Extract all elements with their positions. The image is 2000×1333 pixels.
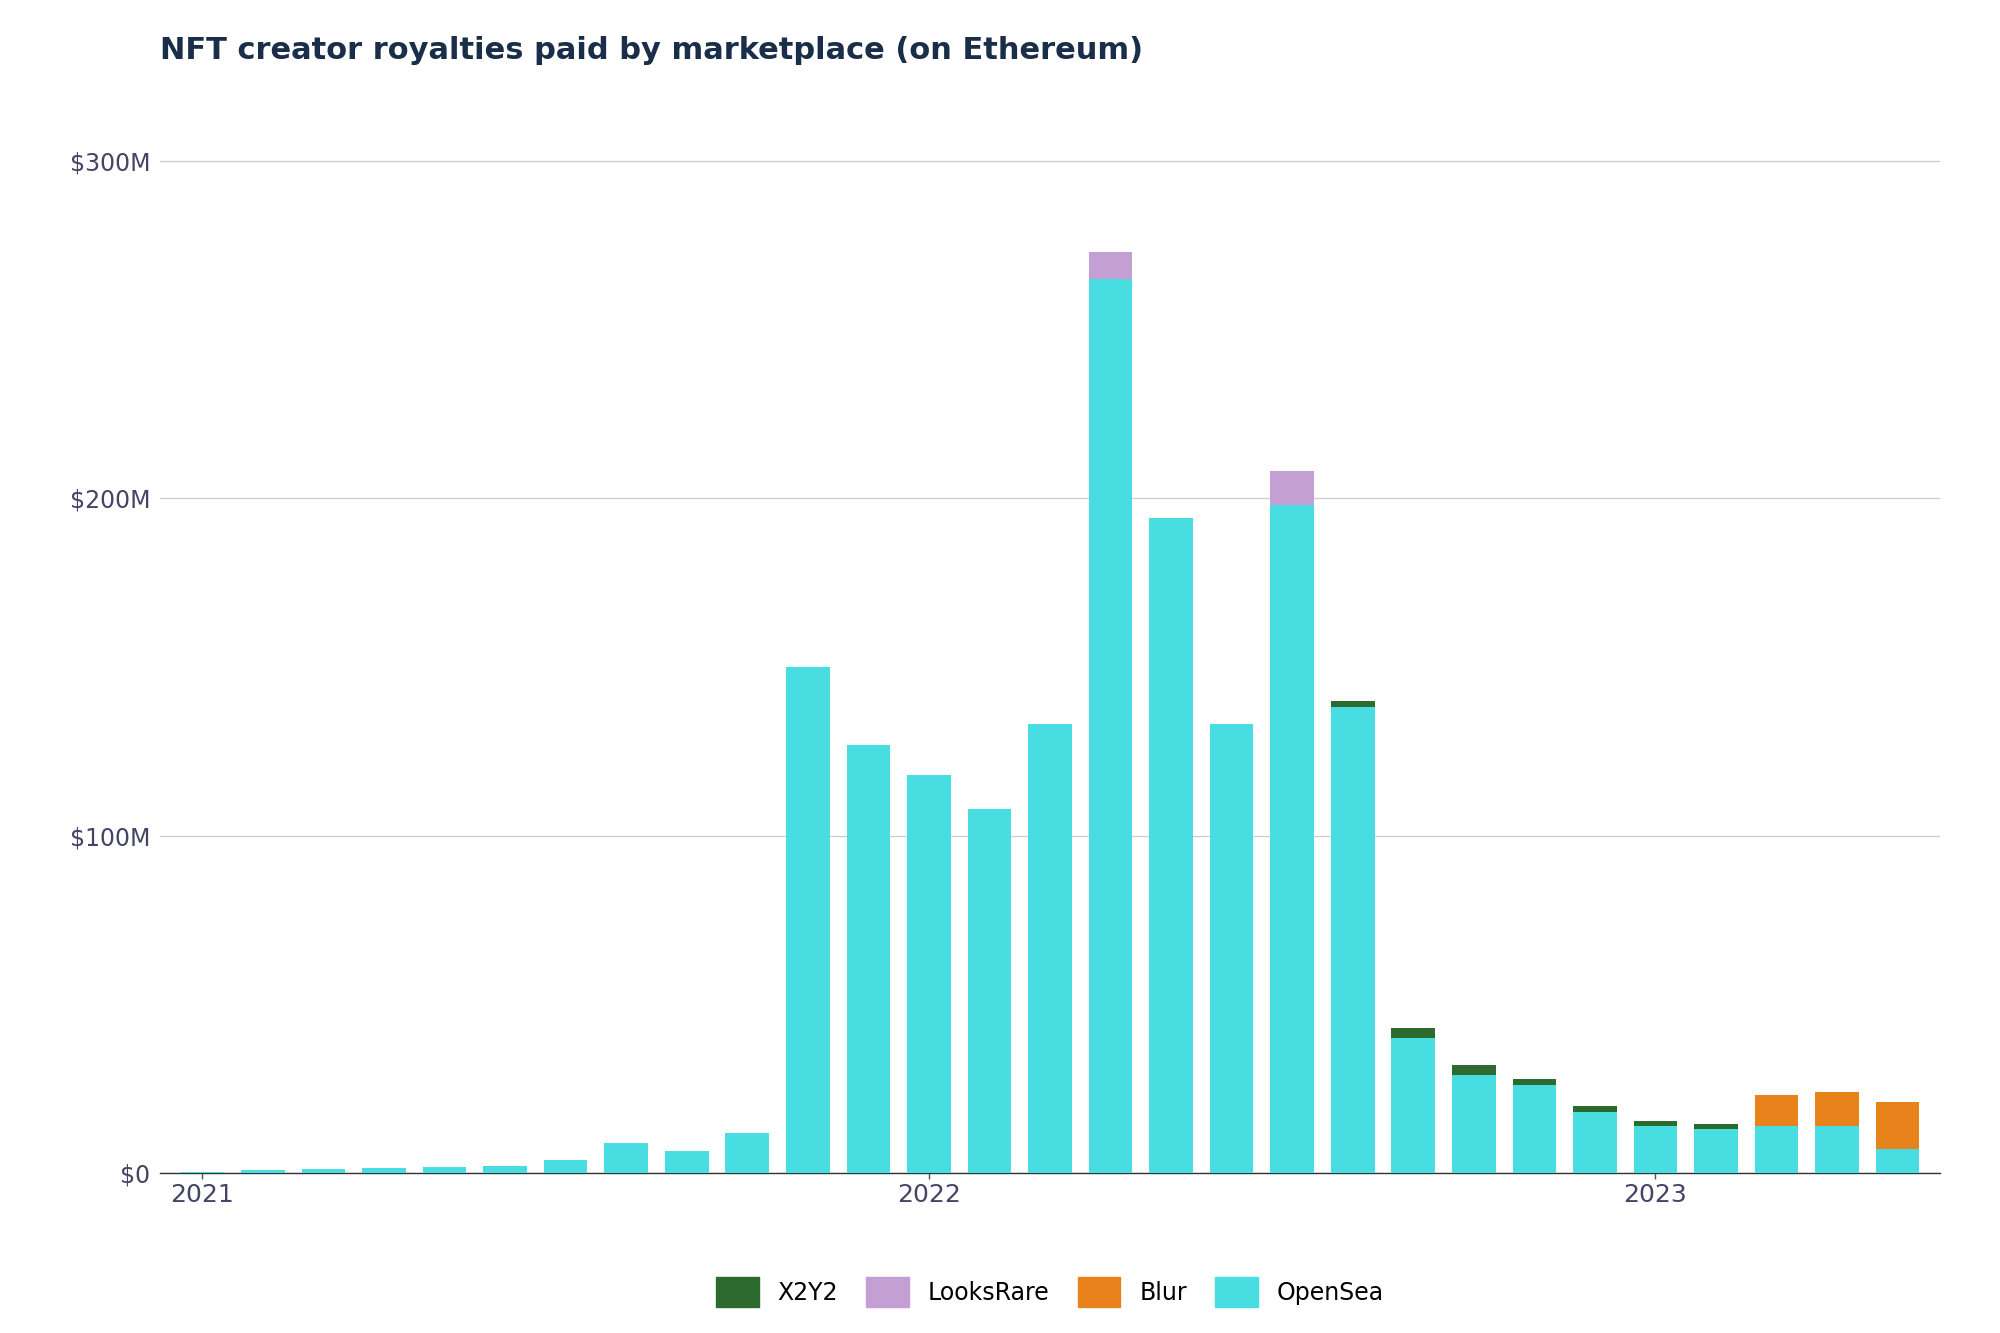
Bar xyxy=(1876,1102,1920,1149)
Bar xyxy=(604,1142,648,1173)
Bar xyxy=(1754,1126,1798,1173)
Bar xyxy=(1028,724,1072,1173)
Bar xyxy=(422,1166,466,1173)
Bar xyxy=(1574,1112,1616,1173)
Bar xyxy=(1210,724,1254,1173)
Bar xyxy=(1088,279,1132,1173)
Bar xyxy=(362,1168,406,1173)
Bar xyxy=(1694,1129,1738,1173)
Bar xyxy=(1876,1149,1920,1173)
Bar xyxy=(1512,1085,1556,1173)
Bar xyxy=(1392,1038,1436,1173)
Bar xyxy=(1694,1124,1738,1129)
Bar xyxy=(1088,252,1132,279)
Bar xyxy=(1392,1028,1436,1038)
Bar xyxy=(1452,1076,1496,1173)
Bar xyxy=(1270,471,1314,505)
Bar xyxy=(302,1169,346,1173)
Bar xyxy=(1816,1126,1858,1173)
Bar xyxy=(1330,708,1374,1173)
Bar xyxy=(544,1160,588,1173)
Bar xyxy=(1816,1092,1858,1126)
Bar xyxy=(726,1133,770,1173)
Bar xyxy=(1754,1096,1798,1126)
Bar xyxy=(908,774,950,1173)
Bar xyxy=(1512,1078,1556,1085)
Bar xyxy=(1330,701,1374,708)
Bar xyxy=(968,809,1012,1173)
Bar xyxy=(484,1165,526,1173)
Bar xyxy=(1634,1126,1678,1173)
Bar xyxy=(1634,1121,1678,1126)
Bar xyxy=(242,1170,284,1173)
Legend: X2Y2, LooksRare, Blur, OpenSea: X2Y2, LooksRare, Blur, OpenSea xyxy=(716,1277,1384,1306)
Bar xyxy=(1452,1065,1496,1076)
Bar xyxy=(786,666,830,1173)
Bar xyxy=(1574,1105,1616,1112)
Text: NFT creator royalties paid by marketplace (on Ethereum): NFT creator royalties paid by marketplac… xyxy=(160,36,1144,64)
Bar xyxy=(1270,505,1314,1173)
Bar xyxy=(1150,519,1192,1173)
Bar xyxy=(846,745,890,1173)
Bar xyxy=(664,1152,708,1173)
